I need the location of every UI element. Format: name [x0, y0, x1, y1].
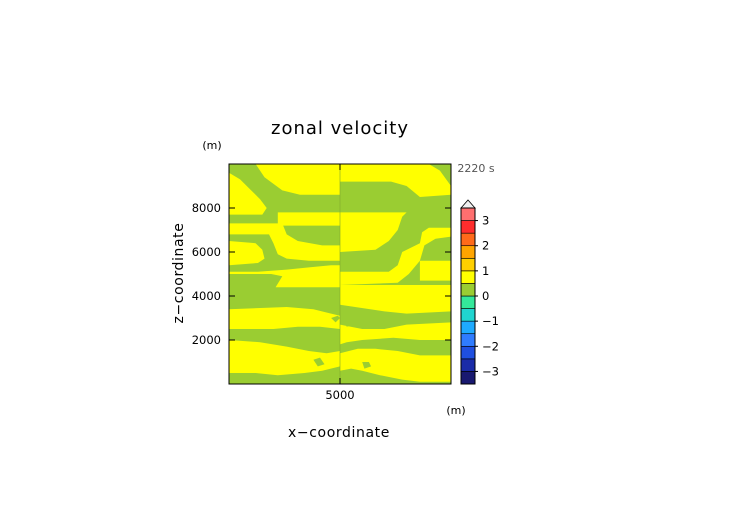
colorbar-segment	[460, 358, 476, 372]
colorbar-tick-label: −3	[482, 364, 499, 378]
colorbar-tick-label: 2	[482, 239, 489, 253]
field-region-1	[340, 164, 451, 197]
field-region-15	[313, 357, 325, 367]
field-region-4	[340, 212, 407, 252]
colorbar-tick-label: 0	[482, 289, 489, 303]
x-axis-ticks: 5000	[325, 164, 355, 402]
colorbar-segment	[460, 295, 476, 309]
y-tick-label: 6000	[192, 245, 221, 259]
field-region-6	[340, 227, 451, 285]
y-tick-label: 4000	[192, 289, 221, 303]
field-region-8	[340, 285, 451, 314]
colorbar-segment	[460, 333, 476, 347]
colorbar-segment	[460, 220, 476, 234]
colorbar-segment	[460, 371, 476, 385]
field-region-7	[419, 260, 451, 281]
colorbar: −3 −2 −1 0 1 2 3	[460, 199, 499, 385]
colorbar-segment	[460, 207, 476, 221]
y-unit-label: (m)	[202, 139, 221, 152]
y-axis-label: z−coordinate	[171, 223, 187, 324]
field-region-5	[229, 223, 340, 288]
field-region-12	[340, 348, 451, 382]
field-regions	[229, 164, 451, 382]
colorbar-tick-label: −1	[482, 314, 499, 328]
time-label: 2220 s	[457, 162, 494, 175]
colorbar-segment	[460, 308, 476, 322]
colorbar-segment	[460, 245, 476, 259]
y-tick-label: 2000	[192, 333, 221, 347]
colorbar-segment	[460, 320, 476, 335]
colorbar-segment	[460, 257, 476, 272]
chart-title: zonal velocity	[271, 118, 409, 139]
x-axis-label: x−coordinate	[288, 425, 390, 441]
colorbar-tick-label: 1	[482, 264, 489, 278]
field-region-2	[229, 172, 267, 215]
field-region-0	[229, 164, 340, 195]
colorbar-tick-label: 3	[482, 214, 489, 228]
colorbar-segment	[460, 345, 476, 360]
field-region-10	[340, 322, 451, 345]
field-region-13	[331, 315, 340, 323]
colorbar-extend-max	[460, 199, 476, 209]
field-region-9	[229, 307, 340, 329]
field-region-3	[277, 212, 340, 226]
colorbar-tick-label: −2	[482, 339, 499, 353]
field-region-14	[344, 320, 354, 327]
y-axis-ticks: 2000 4000 6000 8000	[192, 201, 451, 347]
colorbar-segment	[460, 232, 476, 247]
x-unit-label: (m)	[446, 404, 465, 417]
colorbar-segment	[460, 270, 476, 284]
field-region-11	[229, 340, 340, 376]
plot-area: 5000 2000 4000 6000 8000	[192, 163, 452, 402]
colorbar-segment	[460, 283, 476, 297]
field-region-16	[362, 362, 372, 369]
y-tick-label: 8000	[192, 201, 221, 215]
x-tick-label: 5000	[325, 388, 354, 402]
